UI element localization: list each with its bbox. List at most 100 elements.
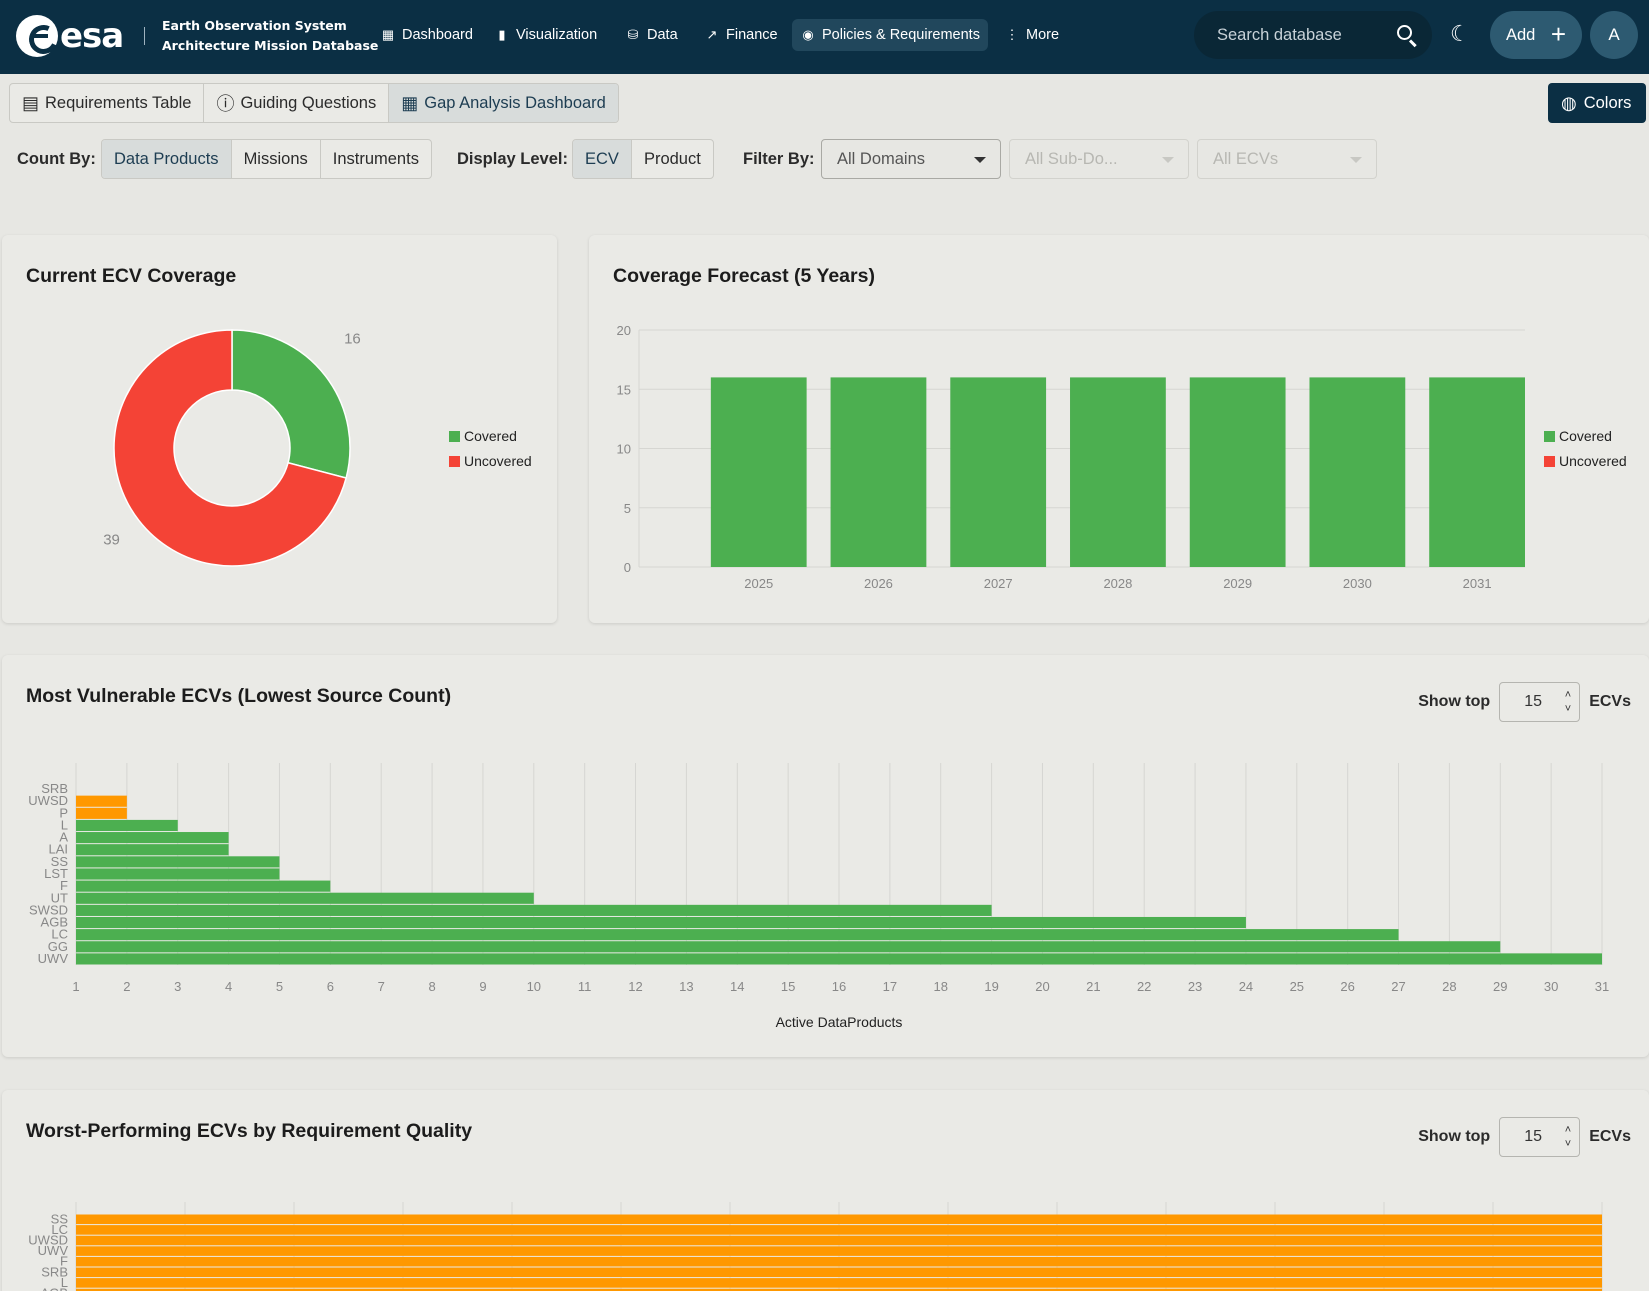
donut-value-label: 16 xyxy=(344,330,361,347)
dashboard-icon: ▦ xyxy=(401,92,419,113)
vulnerable-x-tick-label: 3 xyxy=(174,979,181,994)
chevron-down-icon xyxy=(1162,157,1174,163)
vulnerable-bar-agb xyxy=(76,916,1246,929)
nav-finance[interactable]: ↗ Finance xyxy=(696,19,786,51)
legend-swatch-uncovered xyxy=(449,456,460,467)
vulnerable-x-tick-label: 27 xyxy=(1391,979,1405,994)
coverage-donut-chart: 16 39 Covered Uncovered xyxy=(103,329,532,567)
vulnerable-x-tick-label: 29 xyxy=(1493,979,1507,994)
donut-value-label: 39 xyxy=(103,532,120,549)
subdomain-select[interactable]: All Sub-Do... xyxy=(1009,139,1189,179)
table-icon: ▤ xyxy=(22,92,40,113)
worst-y-tick-label: SS xyxy=(51,1211,69,1226)
forecast-card: Coverage Forecast (5 Years) 0 5 10 15 20 2025… xyxy=(589,235,1649,623)
worst-y-tick-label: SRB xyxy=(41,1264,68,1279)
chevron-down-icon[interactable]: ˅ xyxy=(1564,703,1572,715)
vulnerable-x-tick-label: 7 xyxy=(378,979,385,994)
legend-label-covered: Covered xyxy=(464,428,517,444)
display-level-product[interactable]: Product xyxy=(643,150,701,168)
worst-top-count-value: 15 xyxy=(1524,1128,1542,1145)
count-by-instruments[interactable]: Instruments xyxy=(332,150,419,168)
forecast-x-tick-label: 2029 xyxy=(1223,576,1252,591)
vulnerable-bar-ss xyxy=(76,856,280,868)
forecast-x-tick-label: 2031 xyxy=(1463,576,1492,591)
display-level-ecv[interactable]: ECV xyxy=(573,140,632,178)
nav-dashboard[interactable]: ▦ Dashboard xyxy=(372,19,481,51)
worst-bar-srb xyxy=(76,1267,1602,1278)
tab-gap-analysis-dashboard[interactable]: ▦ Gap Analysis Dashboard xyxy=(389,84,618,122)
search-icon[interactable] xyxy=(1397,25,1412,40)
vulnerable-x-tick-label: 13 xyxy=(679,979,693,994)
add-button[interactable]: Add + xyxy=(1490,11,1582,59)
vulnerable-x-tick-label: 15 xyxy=(781,979,795,994)
vulnerable-x-axis-title: Active DataProducts xyxy=(776,1014,903,1030)
vulnerable-bar-lc xyxy=(76,929,1399,941)
vulnerable-x-tick-label: 20 xyxy=(1035,979,1049,994)
vulnerable-bar-lai xyxy=(76,844,229,856)
search-input[interactable]: Search database xyxy=(1194,11,1432,59)
vulnerable-y-tick-label: LST xyxy=(44,866,68,881)
count-by-missions[interactable]: Missions xyxy=(232,140,321,178)
chevron-down-icon[interactable]: ˅ xyxy=(1564,1138,1572,1150)
vulnerable-top-count-stepper[interactable]: 15 ˄ ˅ xyxy=(1499,682,1581,722)
tab-guiding-questions[interactable]: ⓘ Guiding Questions xyxy=(204,84,390,122)
tab-requirements-table[interactable]: ▤ Requirements Table xyxy=(10,84,205,122)
worst-y-tick-label: LC xyxy=(51,1222,68,1237)
more-vertical-icon: ⋮ xyxy=(1005,27,1019,42)
nav-policies-requirements[interactable]: ◉ Policies & Requirements xyxy=(792,19,988,51)
donut-slice-uncovered xyxy=(113,329,348,567)
vulnerable-y-tick-label: UT xyxy=(51,890,68,905)
nav-visualization[interactable]: ▮ Visualization xyxy=(486,19,605,51)
vulnerable-y-tick-label: SS xyxy=(51,854,69,869)
vulnerable-x-tick-label: 25 xyxy=(1290,979,1304,994)
bar-chart-icon: ▮ xyxy=(498,27,506,42)
vulnerable-card: Most Vulnerable ECVs (Lowest Source Coun… xyxy=(2,655,1649,1057)
nav-data[interactable]: ⛁ Data xyxy=(617,19,686,51)
worst-bar-uwsd xyxy=(76,1235,1602,1246)
vulnerable-y-tick-label: SWSD xyxy=(29,902,68,917)
forecast-y-tick-label: 5 xyxy=(624,501,631,516)
subdomain-select-value: All Sub-Do... xyxy=(1025,150,1118,168)
vulnerable-card-title: Most Vulnerable ECVs (Lowest Source Coun… xyxy=(26,685,452,707)
vulnerable-bar-ut xyxy=(76,892,534,904)
user-avatar[interactable]: A xyxy=(1590,11,1638,59)
chevron-up-icon[interactable]: ˄ xyxy=(1564,689,1572,701)
question-icon: ⓘ xyxy=(216,94,235,114)
worst-y-tick-label: AGB xyxy=(41,1286,68,1291)
worst-bar-f xyxy=(76,1256,1602,1267)
forecast-bar-covered-2027 xyxy=(950,377,1047,567)
nav-more[interactable]: ⋮ More xyxy=(996,19,1067,51)
worst-show-top-label: Show top xyxy=(1418,1128,1491,1145)
vulnerable-x-tick-label: 19 xyxy=(984,979,998,994)
vulnerable-bar-uwv xyxy=(76,953,1602,965)
colors-button[interactable]: ◍ Colors xyxy=(1548,83,1646,123)
tab-requirements-table-label: Requirements Table xyxy=(45,93,192,112)
legend-label-uncovered: Uncovered xyxy=(1559,453,1627,469)
vulnerable-y-tick-label: SRB xyxy=(41,781,68,796)
count-by-data-products[interactable]: Data Products xyxy=(102,140,232,178)
chevron-up-icon[interactable]: ˄ xyxy=(1564,1124,1572,1136)
worst-card: Worst-Performing ECVs by Requirement Qua… xyxy=(2,1090,1649,1291)
worst-y-tick-label: F xyxy=(60,1254,68,1269)
app-title-line2: Architecture Mission Database xyxy=(162,38,379,53)
app-title: Earth Observation System Architecture Mi… xyxy=(162,16,378,56)
dashboard-icon: ▦ xyxy=(381,27,395,42)
dark-mode-toggle-icon[interactable]: ☾ xyxy=(1450,21,1470,46)
ecv-select[interactable]: All ECVs xyxy=(1197,139,1377,179)
top-navigation-bar: esa Earth Observation System Architectur… xyxy=(0,0,1649,74)
vulnerable-x-tick-label: 8 xyxy=(428,979,435,994)
ecv-select-value: All ECVs xyxy=(1213,150,1279,168)
worst-bar-l xyxy=(76,1278,1602,1288)
palette-icon: ◍ xyxy=(1561,92,1577,113)
forecast-bar-covered-2030 xyxy=(1309,377,1406,567)
nav-finance-label: Finance xyxy=(726,27,778,43)
esa-logo-text: esa xyxy=(60,16,124,56)
tab-guiding-questions-label: Guiding Questions xyxy=(240,93,377,112)
view-tabs: ▤ Requirements Table ⓘ Guiding Questions… xyxy=(9,83,619,123)
forecast-y-tick-label: 15 xyxy=(617,382,631,397)
vulnerable-bar-f xyxy=(76,880,331,892)
esa-logo[interactable]: esa xyxy=(16,13,124,59)
trend-icon: ↗ xyxy=(706,27,718,42)
worst-top-count-stepper[interactable]: 15 ˄ ˅ xyxy=(1499,1117,1581,1157)
domain-select[interactable]: All Domains xyxy=(821,139,1001,179)
